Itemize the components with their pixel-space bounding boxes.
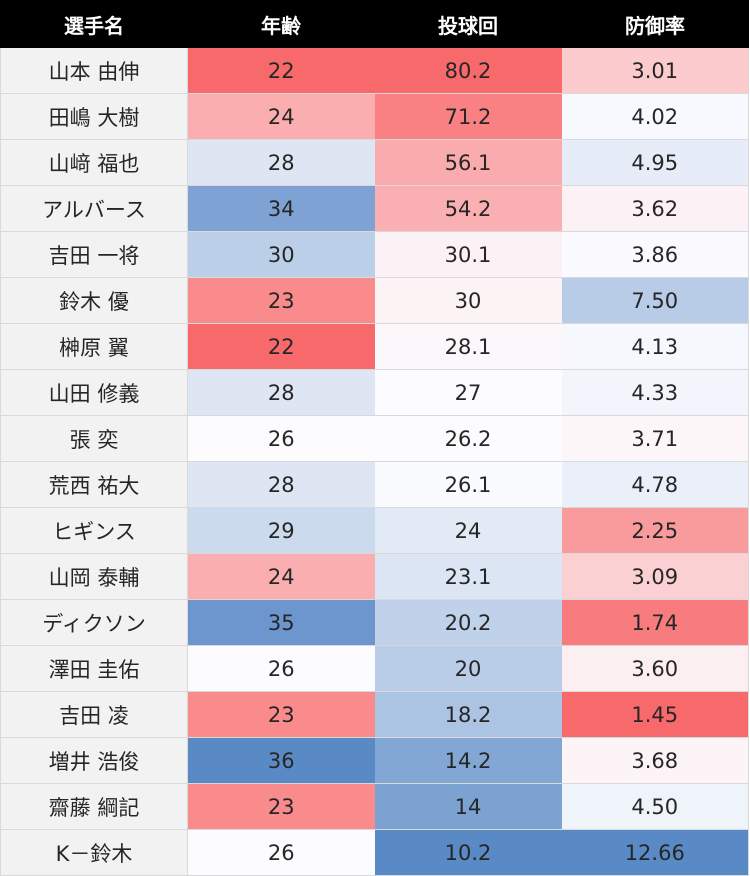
age-cell: 26 <box>187 829 375 876</box>
table-row: 荒西 祐大 28 26.1 4.78 <box>0 461 749 508</box>
innings-cell: 26.1 <box>374 461 562 508</box>
innings-cell: 80.2 <box>374 47 562 94</box>
player-name-cell: 張 奕 <box>0 415 188 462</box>
age-cell: 23 <box>187 783 375 830</box>
age-cell: 26 <box>187 645 375 692</box>
age-cell: 28 <box>187 139 375 186</box>
innings-cell: 24 <box>374 507 562 554</box>
era-cell: 4.50 <box>561 783 749 830</box>
innings-cell: 54.2 <box>374 185 562 232</box>
innings-cell: 20.2 <box>374 599 562 646</box>
column-header-innings: 投球回 <box>374 0 562 48</box>
innings-cell: 28.1 <box>374 323 562 370</box>
player-name-cell: 澤田 圭佑 <box>0 645 188 692</box>
era-cell: 12.66 <box>561 829 749 876</box>
age-cell: 35 <box>187 599 375 646</box>
player-name-cell: 荒西 祐大 <box>0 461 188 508</box>
player-name-cell: 田嶋 大樹 <box>0 93 188 140</box>
age-cell: 28 <box>187 461 375 508</box>
age-cell: 24 <box>187 553 375 600</box>
player-name-cell: ヒギンス <box>0 507 188 554</box>
player-name-cell: 山本 由伸 <box>0 47 188 94</box>
innings-cell: 26.2 <box>374 415 562 462</box>
era-cell: 4.78 <box>561 461 749 508</box>
age-cell: 24 <box>187 93 375 140</box>
age-cell: 23 <box>187 691 375 738</box>
table-row: ディクソン 35 20.2 1.74 <box>0 599 749 646</box>
innings-cell: 30 <box>374 277 562 324</box>
table-row: ヒギンス 29 24 2.25 <box>0 507 749 554</box>
innings-cell: 14.2 <box>374 737 562 784</box>
age-cell: 22 <box>187 47 375 94</box>
era-cell: 3.86 <box>561 231 749 278</box>
innings-cell: 10.2 <box>374 829 562 876</box>
innings-cell: 23.1 <box>374 553 562 600</box>
innings-cell: 56.1 <box>374 139 562 186</box>
table-row: 山﨑 福也 28 56.1 4.95 <box>0 139 749 186</box>
player-name-cell: 齋藤 綱記 <box>0 783 188 830</box>
table-row: 増井 浩俊 36 14.2 3.68 <box>0 737 749 784</box>
table-row: K－鈴木 26 10.2 12.66 <box>0 829 749 876</box>
column-header-era: 防御率 <box>561 0 749 48</box>
table-row: 山本 由伸 22 80.2 3.01 <box>0 47 749 94</box>
column-header-age: 年齢 <box>187 0 375 48</box>
innings-cell: 71.2 <box>374 93 562 140</box>
header-row: 選手名 年齢 投球回 防御率 <box>0 0 749 48</box>
age-cell: 26 <box>187 415 375 462</box>
player-name-cell: 山岡 泰輔 <box>0 553 188 600</box>
era-cell: 1.45 <box>561 691 749 738</box>
age-cell: 30 <box>187 231 375 278</box>
era-cell: 3.09 <box>561 553 749 600</box>
table-row: 山田 修義 28 27 4.33 <box>0 369 749 416</box>
table-row: 吉田 一将 30 30.1 3.86 <box>0 231 749 278</box>
age-cell: 23 <box>187 277 375 324</box>
innings-cell: 30.1 <box>374 231 562 278</box>
table-row: 鈴木 優 23 30 7.50 <box>0 277 749 324</box>
table-row: アルバース 34 54.2 3.62 <box>0 185 749 232</box>
era-cell: 4.95 <box>561 139 749 186</box>
age-cell: 22 <box>187 323 375 370</box>
era-cell: 3.62 <box>561 185 749 232</box>
age-cell: 29 <box>187 507 375 554</box>
era-cell: 3.60 <box>561 645 749 692</box>
innings-cell: 27 <box>374 369 562 416</box>
player-name-cell: 増井 浩俊 <box>0 737 188 784</box>
era-cell: 4.33 <box>561 369 749 416</box>
player-name-cell: K－鈴木 <box>0 829 188 876</box>
player-name-cell: 山﨑 福也 <box>0 139 188 186</box>
era-cell: 4.02 <box>561 93 749 140</box>
era-cell: 7.50 <box>561 277 749 324</box>
column-header-name: 選手名 <box>0 0 188 48</box>
innings-cell: 20 <box>374 645 562 692</box>
table-row: 田嶋 大樹 24 71.2 4.02 <box>0 93 749 140</box>
player-name-cell: 榊原 翼 <box>0 323 188 370</box>
age-cell: 28 <box>187 369 375 416</box>
era-cell: 1.74 <box>561 599 749 646</box>
table-row: 山岡 泰輔 24 23.1 3.09 <box>0 553 749 600</box>
player-name-cell: 吉田 凌 <box>0 691 188 738</box>
innings-cell: 14 <box>374 783 562 830</box>
player-name-cell: 吉田 一将 <box>0 231 188 278</box>
player-name-cell: 山田 修義 <box>0 369 188 416</box>
era-cell: 3.71 <box>561 415 749 462</box>
era-cell: 2.25 <box>561 507 749 554</box>
table-row: 吉田 凌 23 18.2 1.45 <box>0 691 749 738</box>
age-cell: 36 <box>187 737 375 784</box>
table-row: 張 奕 26 26.2 3.71 <box>0 415 749 462</box>
table-row: 澤田 圭佑 26 20 3.60 <box>0 645 749 692</box>
era-cell: 3.01 <box>561 47 749 94</box>
innings-cell: 18.2 <box>374 691 562 738</box>
era-cell: 4.13 <box>561 323 749 370</box>
player-name-cell: アルバース <box>0 185 188 232</box>
era-cell: 3.68 <box>561 737 749 784</box>
table-row: 榊原 翼 22 28.1 4.13 <box>0 323 749 370</box>
table-row: 齋藤 綱記 23 14 4.50 <box>0 783 749 830</box>
player-name-cell: 鈴木 優 <box>0 277 188 324</box>
player-name-cell: ディクソン <box>0 599 188 646</box>
age-cell: 34 <box>187 185 375 232</box>
